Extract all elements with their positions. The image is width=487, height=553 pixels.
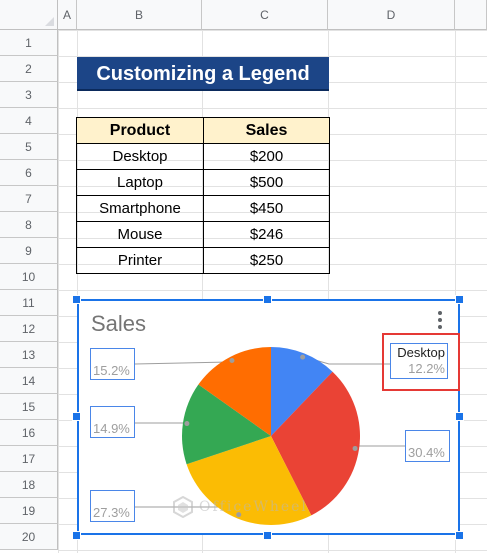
resize-handle[interactable] bbox=[72, 295, 81, 304]
pie-slice-smartphone[interactable] bbox=[186, 436, 312, 525]
table-row: Printer $250 bbox=[76, 247, 330, 274]
table-row: Smartphone $450 bbox=[76, 195, 330, 222]
table-row: Mouse $246 bbox=[76, 221, 330, 248]
label-mouse-value: 14.9% bbox=[93, 421, 130, 436]
leader-anchor-dot bbox=[300, 354, 306, 360]
table-row: Laptop $500 bbox=[76, 169, 330, 196]
resize-handle[interactable] bbox=[455, 412, 464, 421]
row-header[interactable]: 10 bbox=[0, 264, 58, 290]
label-desktop-value: 12.2% bbox=[408, 361, 445, 376]
leader-line-printer bbox=[134, 358, 233, 365]
sales-cell[interactable]: $246 bbox=[203, 221, 330, 248]
resize-handle[interactable] bbox=[263, 531, 272, 540]
header-product[interactable]: Product bbox=[76, 117, 204, 144]
pie-slice-laptop[interactable] bbox=[271, 371, 360, 516]
product-cell[interactable]: Mouse bbox=[76, 221, 204, 248]
leader-anchor-dot bbox=[236, 512, 242, 518]
sales-cell[interactable]: $500 bbox=[203, 169, 330, 196]
leader-anchor-dot bbox=[352, 445, 358, 451]
resize-handle[interactable] bbox=[455, 531, 464, 540]
pie-slice-printer[interactable] bbox=[198, 347, 271, 436]
row-header[interactable]: 18 bbox=[0, 472, 58, 498]
column-header-a[interactable]: A bbox=[58, 0, 77, 30]
row-header[interactable]: 15 bbox=[0, 394, 58, 420]
col-divider bbox=[202, 30, 203, 553]
row-header[interactable]: 20 bbox=[0, 524, 58, 550]
leader-anchor-dot bbox=[229, 357, 235, 363]
col-divider bbox=[455, 30, 456, 553]
product-cell[interactable]: Laptop bbox=[76, 169, 204, 196]
label-mouse-pct[interactable]: 14.9% bbox=[90, 406, 135, 438]
row-header[interactable]: 16 bbox=[0, 420, 58, 446]
title-underline bbox=[77, 89, 329, 91]
product-cell[interactable]: Smartphone bbox=[76, 195, 204, 222]
row-header[interactable]: 6 bbox=[0, 160, 58, 186]
sheet-title-cell[interactable]: Customizing a Legend bbox=[77, 57, 329, 91]
watermark-text: OfficeWheel bbox=[199, 499, 308, 515]
sales-cell[interactable]: $250 bbox=[203, 247, 330, 274]
pie-chart-container[interactable]: Sales 15.2% 14.9% 27.3% 30.4% Desktop 12… bbox=[77, 299, 460, 535]
row-header[interactable]: 9 bbox=[0, 238, 58, 264]
column-header-c[interactable]: C bbox=[202, 0, 328, 30]
label-laptop-pct[interactable]: 30.4% bbox=[405, 430, 450, 462]
column-header-e[interactable] bbox=[455, 0, 487, 30]
row-header[interactable]: 8 bbox=[0, 212, 58, 238]
label-laptop-value: 30.4% bbox=[408, 445, 445, 460]
row-header[interactable]: 14 bbox=[0, 368, 58, 394]
chart-title[interactable]: Sales bbox=[91, 311, 147, 336]
sales-cell[interactable]: $450 bbox=[203, 195, 330, 222]
label-printer-pct[interactable]: 15.2% bbox=[90, 348, 135, 380]
row-header[interactable]: 11 bbox=[0, 290, 58, 316]
resize-handle[interactable] bbox=[72, 531, 81, 540]
row-header[interactable]: 7 bbox=[0, 186, 58, 212]
label-desktop[interactable]: Desktop 12.2% bbox=[390, 343, 448, 379]
highlight-box bbox=[382, 333, 460, 391]
col-divider bbox=[328, 30, 329, 553]
row-header[interactable]: 17 bbox=[0, 446, 58, 472]
column-header-d[interactable]: D bbox=[328, 0, 455, 30]
row-header[interactable]: 5 bbox=[0, 134, 58, 160]
leader-anchor-dot bbox=[184, 421, 190, 427]
select-all-corner[interactable] bbox=[0, 0, 58, 30]
pie-chart-plot bbox=[134, 347, 405, 525]
label-desktop-name: Desktop bbox=[397, 345, 445, 360]
sales-cell[interactable]: $200 bbox=[203, 143, 330, 170]
watermark-logo-icon bbox=[173, 496, 193, 518]
row-header[interactable]: 3 bbox=[0, 82, 58, 108]
resize-handle[interactable] bbox=[263, 295, 272, 304]
label-smartphone-value: 27.3% bbox=[93, 505, 130, 520]
product-cell[interactable]: Printer bbox=[76, 247, 204, 274]
row-header[interactable]: 2 bbox=[0, 56, 58, 82]
pie-slice-mouse[interactable] bbox=[182, 384, 271, 465]
resize-handle[interactable] bbox=[455, 295, 464, 304]
column-header-b[interactable]: B bbox=[77, 0, 202, 30]
row-header[interactable]: 12 bbox=[0, 316, 58, 342]
col-divider bbox=[77, 30, 78, 553]
label-printer-value: 15.2% bbox=[93, 363, 130, 378]
vertical-dots-icon[interactable] bbox=[438, 311, 442, 329]
row-header[interactable]: 1 bbox=[0, 30, 58, 56]
row-header[interactable]: 4 bbox=[0, 108, 58, 134]
sales-table: Product Sales Desktop $200 Laptop $500 S… bbox=[76, 117, 330, 274]
header-sales[interactable]: Sales bbox=[203, 117, 330, 144]
watermark: OfficeWheel bbox=[172, 496, 308, 518]
table-row: Desktop $200 bbox=[76, 143, 330, 170]
resize-handle[interactable] bbox=[72, 412, 81, 421]
pie-slice-desktop[interactable] bbox=[271, 347, 333, 436]
label-smartphone-pct[interactable]: 27.3% bbox=[90, 490, 135, 522]
product-cell[interactable]: Desktop bbox=[76, 143, 204, 170]
row-header[interactable]: 13 bbox=[0, 342, 58, 368]
row-header[interactable]: 19 bbox=[0, 498, 58, 524]
